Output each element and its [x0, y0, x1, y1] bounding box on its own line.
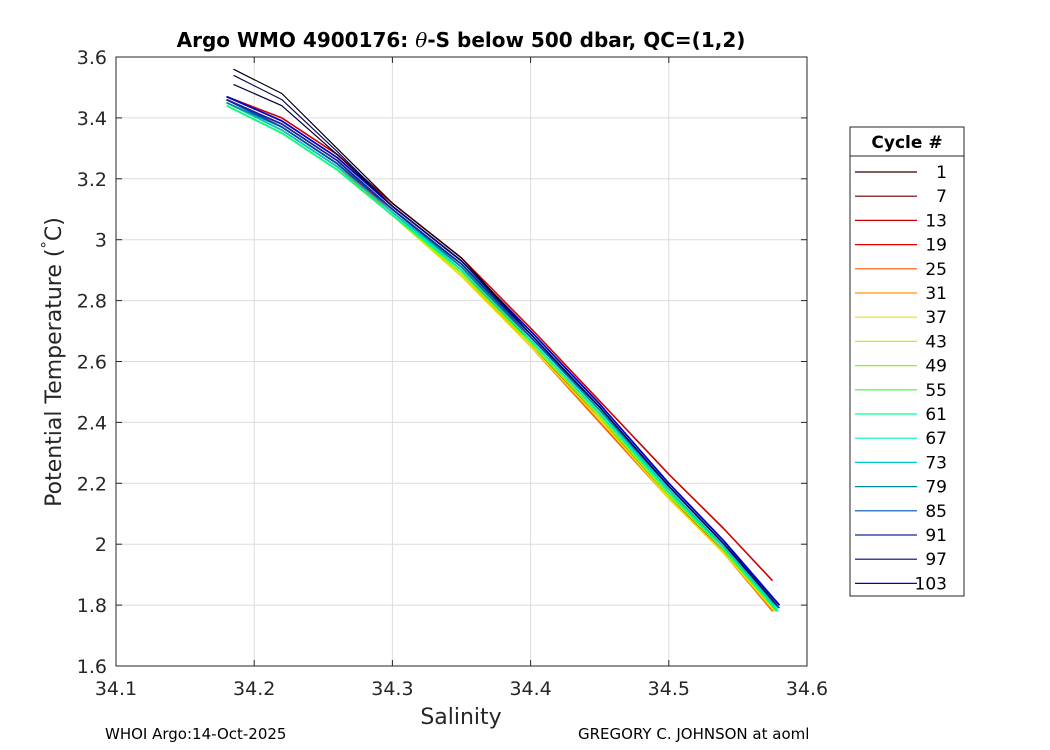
- legend-label-cycle-67: 67: [925, 429, 947, 449]
- plot-area: 34.1 34.2 34.3 34.4 34.5 34.6 1.6 1.8 2 2.2 2.4 2.…: [77, 47, 828, 700]
- legend-label-cycle-79: 79: [925, 478, 947, 498]
- y-tick-label: 2.6: [77, 352, 107, 374]
- unlabeled-profile-line: [233, 74, 778, 606]
- y-tick-labels: 1.6 1.8 2 2.2 2.4 2.6 2.8 3 3.2 3.4 3.6: [77, 47, 107, 678]
- legend-label-cycle-43: 43: [925, 332, 947, 352]
- x-tick-label: 34.6: [786, 678, 828, 700]
- y-tick-label: 3.6: [77, 47, 107, 69]
- legend-label-cycle-25: 25: [925, 260, 947, 280]
- y-tick-label: 3: [95, 230, 107, 252]
- legend-label-cycle-37: 37: [925, 308, 947, 328]
- series-line-cycle-13: [226, 95, 774, 582]
- legend-label-cycle-103: 103: [915, 574, 947, 594]
- legend-label-cycle-97: 97: [925, 550, 947, 570]
- legend-label-cycle-49: 49: [925, 357, 947, 377]
- y-tick-label: 2.2: [77, 473, 107, 495]
- legend-label-cycle-1: 1: [936, 163, 947, 183]
- x-axis-label: Salinity: [420, 705, 501, 730]
- footer-right-note: GREGORY C. JOHNSON at aoml: [578, 725, 810, 743]
- y-tick-label: 1.8: [77, 595, 107, 617]
- y-tick-label: 2: [95, 534, 107, 556]
- legend-entries: 1 7 13 19 25 31 37 43 49 55 61 67 73 79 85 91 97 103: [855, 163, 947, 594]
- y-tick-label: 3.4: [77, 108, 107, 130]
- y-tick-label: 3.2: [77, 169, 107, 191]
- grid-lines: [115, 56, 808, 667]
- x-tick-label: 34.2: [233, 678, 275, 700]
- y-tick-label: 2.4: [77, 412, 107, 434]
- series-layer: [226, 68, 781, 612]
- legend-box: [849, 126, 965, 597]
- legend-label-cycle-73: 73: [925, 453, 947, 473]
- legend-label-cycle-55: 55: [925, 381, 947, 401]
- x-tick-label: 34.1: [95, 678, 137, 700]
- y-tick-label: 2.8: [77, 291, 107, 313]
- legend-label-cycle-61: 61: [925, 405, 947, 425]
- legend-label-cycle-85: 85: [925, 502, 947, 522]
- legend-title: Cycle #: [871, 133, 942, 153]
- chart-title: Argo WMO 4900176: θ-S below 500 dbar, QC…: [177, 28, 746, 52]
- x-tick-label: 34.5: [648, 678, 690, 700]
- legend-label-cycle-91: 91: [925, 526, 947, 546]
- x-tick-label: 34.4: [509, 678, 551, 700]
- footer-left-note: WHOI Argo:14-Oct-2025: [105, 725, 287, 743]
- legend-label-cycle-19: 19: [925, 236, 947, 256]
- tick-marks: [115, 56, 808, 667]
- legend-label-cycle-31: 31: [925, 284, 947, 304]
- legend-label-cycle-13: 13: [925, 211, 947, 231]
- x-tick-label: 34.3: [371, 678, 413, 700]
- y-axis-label: Potential Temperature (°C): [38, 217, 67, 507]
- legend: Cycle # 1 7 13 19 25 31 37 43 49 55 61 67 73 79 85 91 97…: [849, 126, 965, 597]
- legend-label-cycle-7: 7: [936, 187, 947, 207]
- y-tick-label: 1.6: [77, 656, 107, 678]
- x-tick-labels: 34.1 34.2 34.3 34.4 34.5 34.6: [95, 678, 828, 700]
